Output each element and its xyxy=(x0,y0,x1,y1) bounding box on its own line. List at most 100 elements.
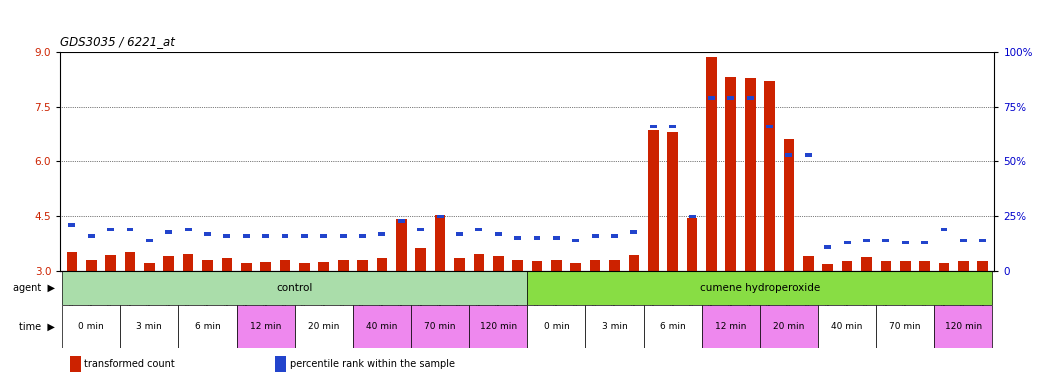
Bar xyxy=(766,125,773,129)
Text: cumene hydroperoxide: cumene hydroperoxide xyxy=(700,283,820,293)
Bar xyxy=(902,241,908,245)
Bar xyxy=(863,238,870,242)
Bar xyxy=(609,260,620,271)
Bar xyxy=(202,260,213,271)
Bar xyxy=(295,305,353,348)
Bar xyxy=(495,232,501,236)
Bar xyxy=(667,132,678,271)
Text: 70 min: 70 min xyxy=(425,322,456,331)
Bar xyxy=(183,254,193,271)
Bar xyxy=(862,257,872,271)
Bar xyxy=(475,228,483,231)
Text: 6 min: 6 min xyxy=(195,322,220,331)
Bar xyxy=(513,260,523,271)
Bar xyxy=(62,305,120,348)
Bar xyxy=(824,245,831,249)
Bar xyxy=(527,271,992,305)
Bar xyxy=(706,57,717,271)
Bar xyxy=(144,263,155,271)
Text: 0 min: 0 min xyxy=(78,322,104,331)
Bar xyxy=(281,234,289,238)
Bar xyxy=(900,260,910,271)
Bar xyxy=(179,305,237,348)
Text: 0 min: 0 min xyxy=(544,322,569,331)
Text: 40 min: 40 min xyxy=(366,322,398,331)
Text: 120 min: 120 min xyxy=(480,322,517,331)
Bar xyxy=(204,232,211,236)
Bar xyxy=(702,305,760,348)
Bar xyxy=(359,234,366,238)
Bar xyxy=(473,254,484,271)
Bar xyxy=(920,260,930,271)
Bar xyxy=(241,263,251,271)
Bar xyxy=(804,153,812,157)
Bar xyxy=(107,228,114,231)
Bar xyxy=(125,253,135,271)
Bar xyxy=(882,238,890,242)
Bar xyxy=(728,96,734,100)
Bar xyxy=(415,248,426,271)
Bar xyxy=(934,305,992,348)
Bar xyxy=(938,263,950,271)
Bar xyxy=(629,255,639,271)
Bar xyxy=(611,234,618,238)
Text: 6 min: 6 min xyxy=(660,322,685,331)
Text: 40 min: 40 min xyxy=(831,322,863,331)
Bar xyxy=(120,305,179,348)
Bar xyxy=(435,215,445,271)
Bar xyxy=(339,234,347,238)
Bar xyxy=(146,238,153,242)
Bar xyxy=(379,232,385,236)
Bar xyxy=(88,234,94,238)
Bar xyxy=(940,228,948,231)
Bar xyxy=(398,219,405,223)
Bar xyxy=(357,260,367,271)
Bar xyxy=(803,256,814,271)
Bar xyxy=(514,237,521,240)
Bar xyxy=(630,230,637,233)
Bar xyxy=(455,258,465,271)
Text: 12 min: 12 min xyxy=(715,322,746,331)
Bar xyxy=(456,232,463,236)
Bar xyxy=(223,234,230,238)
Bar xyxy=(377,258,387,271)
Bar xyxy=(960,238,966,242)
Bar xyxy=(746,96,754,100)
Text: GDS3035 / 6221_at: GDS3035 / 6221_at xyxy=(60,35,175,48)
Bar xyxy=(319,262,329,271)
Bar xyxy=(62,271,527,305)
Bar xyxy=(818,305,876,348)
Bar xyxy=(585,305,644,348)
Bar xyxy=(978,260,988,271)
Bar xyxy=(876,305,934,348)
Bar xyxy=(534,237,541,240)
Bar xyxy=(70,356,81,372)
Bar xyxy=(687,218,698,271)
Bar xyxy=(221,258,233,271)
Bar xyxy=(437,215,443,218)
Bar xyxy=(760,305,818,348)
Bar xyxy=(165,230,172,233)
Bar xyxy=(261,262,271,271)
Text: 20 min: 20 min xyxy=(308,322,339,331)
Bar xyxy=(69,223,76,227)
Bar xyxy=(764,81,775,271)
Bar xyxy=(301,234,308,238)
Bar xyxy=(411,305,469,348)
Bar xyxy=(163,256,174,271)
Bar xyxy=(979,238,986,242)
Text: 120 min: 120 min xyxy=(945,322,982,331)
Bar xyxy=(921,241,928,245)
Bar xyxy=(880,260,892,271)
Bar xyxy=(551,260,562,271)
Bar xyxy=(279,260,291,271)
Bar xyxy=(263,234,269,238)
Text: transformed count: transformed count xyxy=(84,359,175,369)
Bar xyxy=(86,260,97,271)
Bar xyxy=(708,96,715,100)
Bar xyxy=(786,153,792,157)
Text: time  ▶: time ▶ xyxy=(19,321,55,331)
Text: percentile rank within the sample: percentile rank within the sample xyxy=(290,359,455,369)
Bar xyxy=(745,78,756,271)
Bar xyxy=(592,234,599,238)
